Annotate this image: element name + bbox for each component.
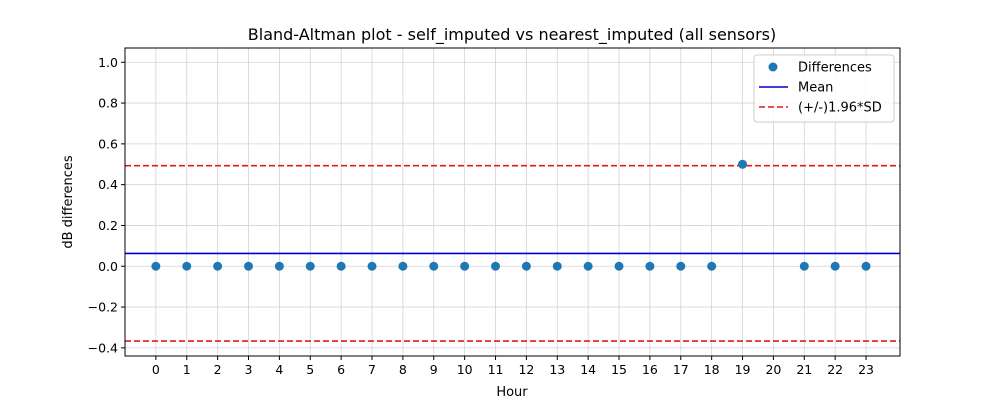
x-tick-label: 17 [673, 362, 689, 377]
y-tick-label: 0.8 [98, 96, 118, 111]
x-tick-label: 22 [827, 362, 843, 377]
difference-point [861, 261, 871, 271]
difference-point [830, 261, 840, 271]
difference-point [583, 261, 593, 271]
legend-label: Differences [798, 61, 872, 76]
difference-point [707, 261, 717, 271]
legend-marker-dot [768, 62, 778, 72]
y-axis-label: dB differences [61, 155, 76, 249]
x-tick-label: 7 [368, 362, 376, 377]
legend-label: (+/-)1.96*SD [798, 101, 882, 116]
x-tick-label: 11 [488, 362, 504, 377]
difference-point [336, 261, 346, 271]
difference-point [521, 261, 531, 271]
difference-point [645, 261, 655, 271]
y-tick-label: 0.4 [98, 177, 118, 192]
difference-point [305, 261, 315, 271]
legend-label: Mean [798, 81, 833, 96]
difference-point [491, 261, 501, 271]
difference-point [738, 159, 748, 169]
x-tick-label: 21 [796, 362, 812, 377]
x-tick-label: 20 [765, 362, 781, 377]
y-tick-label: 0.6 [98, 136, 118, 151]
x-tick-label: 13 [549, 362, 565, 377]
plot-frame [124, 47, 901, 357]
difference-point [676, 261, 686, 271]
y-tick-label: 0.2 [98, 218, 118, 233]
grid [125, 48, 900, 356]
difference-point [460, 261, 470, 271]
difference-point [274, 261, 284, 271]
x-tick-label: 15 [611, 362, 627, 377]
x-tick-label: 18 [704, 362, 720, 377]
y-tick-label: −0.2 [88, 300, 118, 315]
x-tick-label: 6 [337, 362, 345, 377]
x-tick-label: 0 [152, 362, 160, 377]
x-tick-label: 12 [518, 362, 534, 377]
difference-point [367, 261, 377, 271]
x-tick-label: 14 [580, 362, 596, 377]
y-tick-label: 1.0 [98, 55, 118, 70]
reference-lines [125, 164, 900, 342]
difference-point [151, 261, 161, 271]
x-tick-label: 2 [214, 362, 222, 377]
y-tick-label: 0.0 [98, 259, 118, 274]
x-tick-label: 3 [245, 362, 253, 377]
x-tick-label: 1 [183, 362, 191, 377]
difference-point [552, 261, 562, 271]
chart-title: Bland-Altman plot - self_imputed vs near… [248, 25, 776, 45]
difference-point [213, 261, 223, 271]
legend: Differences Mean (+/-)1.96*SD [753, 54, 895, 123]
x-tick-label: 8 [399, 362, 407, 377]
x-tick-label: 23 [858, 362, 874, 377]
difference-point [244, 261, 254, 271]
difference-point [182, 261, 192, 271]
x-axis-label: Hour [496, 385, 528, 400]
x-tick-label: 5 [306, 362, 314, 377]
legend-box [753, 54, 895, 123]
y-tick-label: −0.4 [88, 340, 118, 355]
y-axis-ticks: −0.4 −0.2 0.0 0.2 0.4 0.6 0.8 1.0 [88, 55, 125, 355]
data-points [151, 159, 871, 271]
difference-point [799, 261, 809, 271]
difference-point [429, 261, 439, 271]
x-tick-label: 9 [430, 362, 438, 377]
x-tick-label: 10 [457, 362, 473, 377]
x-tick-label: 19 [735, 362, 751, 377]
x-tick-label: 4 [275, 362, 283, 377]
difference-point [398, 261, 408, 271]
x-tick-label: 16 [642, 362, 658, 377]
difference-point [614, 261, 624, 271]
x-axis-ticks: 0 1 2 3 4 5 6 7 8 9 10 11 12 13 14 15 16 17 18 19 20 21 22 23 [152, 356, 874, 377]
